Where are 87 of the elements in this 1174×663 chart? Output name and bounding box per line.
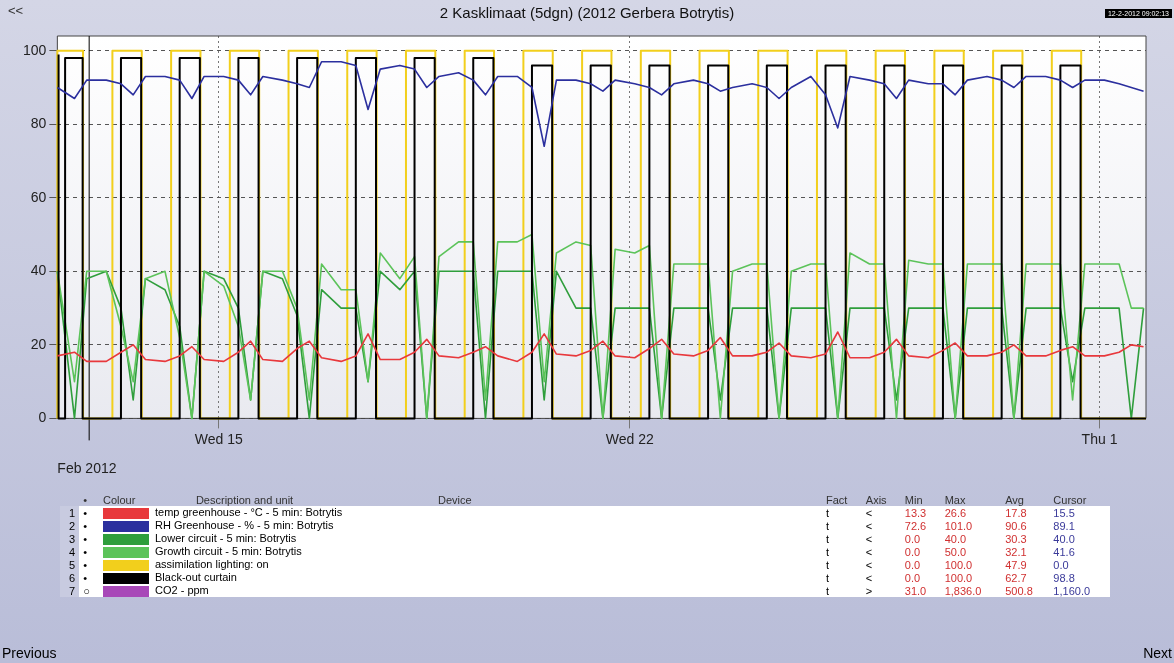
text: 50.0 [943,545,968,558]
text: < [864,519,874,532]
legend-label: assimilation lighting: on [154,558,269,571]
text: > [864,584,874,597]
text: 3 [60,532,80,545]
text: • [82,571,88,584]
text: 1,160.0 [1052,584,1092,597]
text: 2 [60,519,80,532]
text: Next [1143,645,1172,661]
text: t [824,571,830,584]
text: 13.3 [903,506,928,519]
text: • [82,545,88,558]
text: < [864,558,874,571]
text: • [82,493,88,506]
text: 7 [60,584,80,597]
text: Axis [864,493,888,506]
text: • [82,532,88,545]
text: Description and unit [194,493,295,506]
text: 1,836.0 [943,584,983,597]
text: 100.0 [943,571,974,584]
text: 0.0 [903,571,922,584]
text: < [864,506,874,519]
text: • [82,558,88,571]
text: << [8,3,24,18]
text: 62.7 [1004,571,1028,584]
legend-label: Black-out curtain [154,571,237,584]
text: • [82,519,88,532]
text: < [864,545,874,558]
text: 4 [60,545,80,558]
x-tick-label: Wed 15 [194,430,244,447]
text: t [824,532,830,545]
text: 32.1 [1004,545,1028,558]
text: 1 [60,506,80,519]
text: Avg [1004,493,1025,506]
text: 41.6 [1052,545,1076,558]
text: 30.3 [1004,532,1028,545]
text: ○ [82,584,91,597]
text: Fact [824,493,849,506]
x-tick-label: Wed 22 [605,430,655,447]
text: 89.1 [1052,519,1076,532]
text: Max [943,493,967,506]
text: 0.0 [903,545,922,558]
text: 17.8 [1004,506,1028,519]
text: Min [903,493,924,506]
x-tick-label: Thu 1 [1081,430,1118,447]
text: 31.0 [903,584,928,597]
legend-label: Lower circuit - 5 min: Botrytis [154,532,297,545]
text: 101.0 [943,519,974,532]
text: t [824,506,830,519]
chart-title: 2 Kasklimaat (5dgn) (2012 Gerbera Botrytis) [439,4,735,21]
text: t [824,519,830,532]
text: 5 [60,558,80,571]
y-tick-label: 100 [23,41,47,58]
text: 15.5 [1052,506,1076,519]
text: 90.6 [1004,519,1028,532]
text: Cursor [1052,493,1088,506]
text: Device [436,493,473,506]
text: 26.6 [943,506,968,519]
text: Previous [2,645,57,661]
text: 0.0 [903,558,922,571]
text: < [864,532,874,545]
text: 40.0 [1052,532,1076,545]
y-tick-label: 0 [38,409,47,426]
legend-label: temp greenhouse - °C - 5 min: Botrytis [154,506,343,519]
y-tick-label: 60 [30,188,47,205]
text: t [824,558,830,571]
y-tick-label: 20 [30,335,47,352]
text: 40.0 [943,532,968,545]
text: 6 [60,571,80,584]
text: • [82,506,88,519]
text: 72.6 [903,519,928,532]
legend-label: CO2 - ppm [154,584,209,597]
y-tick-label: 40 [30,262,47,279]
text: 100.0 [943,558,974,571]
text: 47.9 [1004,558,1028,571]
x-axis-title: Feb 2012 [57,460,117,477]
text: Colour [102,493,137,506]
text: 98.8 [1052,571,1076,584]
text: t [824,545,830,558]
text: < [864,571,874,584]
y-tick-label: 80 [30,115,47,132]
legend-label: Growth circuit - 5 min: Botrytis [154,545,302,558]
text: 0.0 [903,532,922,545]
text: 500.8 [1004,584,1034,597]
legend-label: RH Greenhouse - % - 5 min: Botrytis [154,519,334,532]
text: t [824,584,830,597]
text: 0.0 [1052,558,1070,571]
